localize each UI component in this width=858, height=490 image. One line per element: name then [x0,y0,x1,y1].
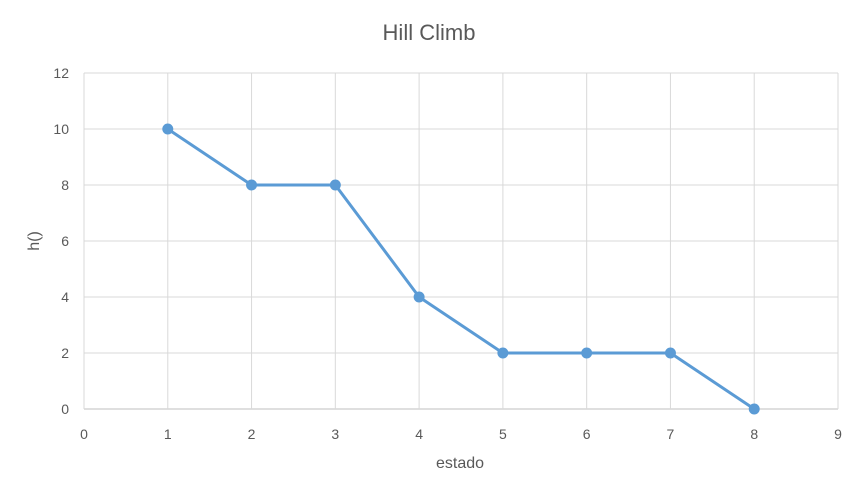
x-tick-label: 1 [164,426,172,442]
y-axis-label: h() [26,231,43,251]
data-point [246,179,258,191]
data-point [497,347,509,359]
x-tick-label: 6 [583,426,591,442]
chart-title: Hill Climb [383,20,476,45]
x-tick-label: 3 [331,426,339,442]
series-layer [162,123,760,415]
y-tick-label: 6 [61,233,69,249]
y-tick-label: 2 [61,345,69,361]
y-tick-label: 12 [53,65,69,81]
x-tick-label: 5 [499,426,507,442]
y-tick-label: 8 [61,177,69,193]
data-point [413,291,425,303]
y-tick-label: 10 [53,121,69,137]
x-axis-label: estado [436,455,484,472]
x-tick-label: 2 [248,426,256,442]
y-tick-label: 0 [61,401,69,417]
x-tick-label: 0 [80,426,88,442]
x-tick-label: 4 [415,426,423,442]
series-line [166,127,756,411]
x-tick-label: 9 [834,426,842,442]
data-point [329,179,341,191]
grid-layer [83,72,839,410]
y-tick-label: 4 [61,289,69,305]
data-point [664,347,676,359]
data-point [162,123,174,135]
data-point [581,347,593,359]
data-point [748,403,760,415]
x-tick-label: 8 [750,426,758,442]
x-tick-label: 7 [667,426,675,442]
